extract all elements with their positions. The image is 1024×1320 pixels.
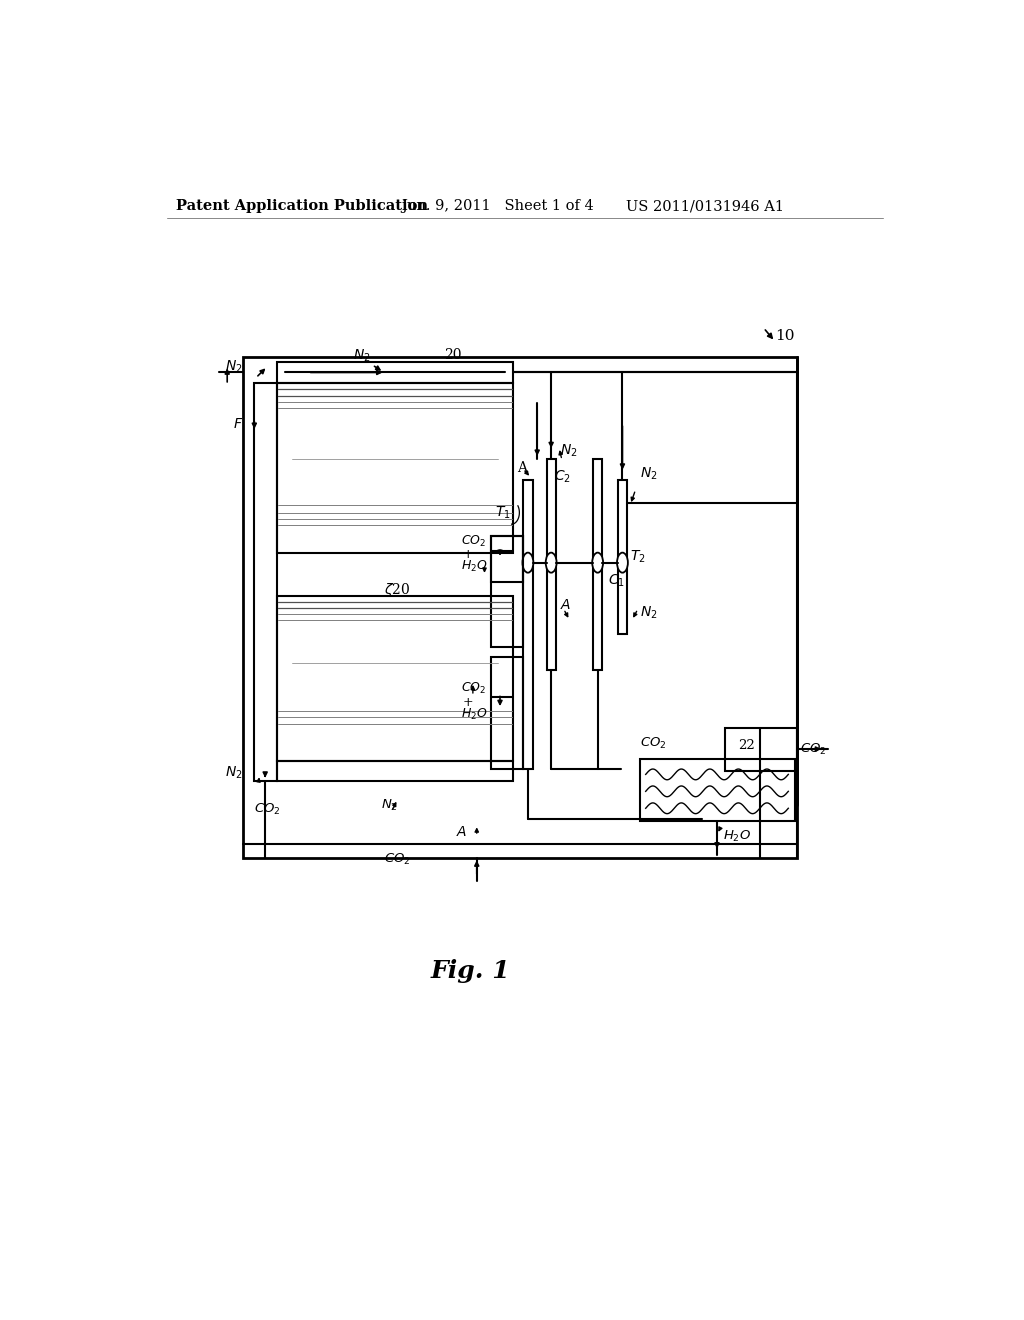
Text: A: A <box>517 461 527 475</box>
Text: $CO_2$: $CO_2$ <box>640 737 666 751</box>
Text: 10: 10 <box>775 329 795 342</box>
Bar <box>490 657 523 770</box>
Bar <box>547 459 556 671</box>
Text: +: + <box>463 696 473 709</box>
Text: $CO_2$: $CO_2$ <box>461 535 486 549</box>
Bar <box>490 536 523 647</box>
Text: Patent Application Publication: Patent Application Publication <box>176 199 428 213</box>
Ellipse shape <box>522 553 534 573</box>
Ellipse shape <box>546 553 557 573</box>
Text: Fig. 1: Fig. 1 <box>430 958 510 983</box>
Text: $N_2$: $N_2$ <box>560 442 578 459</box>
Bar <box>276 383 513 553</box>
Text: $CO_2$: $CO_2$ <box>800 742 826 758</box>
Text: +: + <box>463 548 473 561</box>
Text: $N_2$: $N_2$ <box>381 797 397 813</box>
Bar <box>617 480 627 635</box>
Text: 22: 22 <box>738 739 755 751</box>
Ellipse shape <box>617 553 628 573</box>
Bar <box>725 729 797 771</box>
Text: Jun. 9, 2011   Sheet 1 of 4: Jun. 9, 2011 Sheet 1 of 4 <box>400 199 594 213</box>
Text: $CO_2$: $CO_2$ <box>254 801 281 817</box>
Text: $N_2$: $N_2$ <box>352 348 371 364</box>
Bar <box>254 383 276 780</box>
Text: US 2011/0131946 A1: US 2011/0131946 A1 <box>626 199 783 213</box>
Text: $CO_2$: $CO_2$ <box>461 681 486 696</box>
Bar <box>276 595 513 762</box>
Bar <box>243 358 797 858</box>
Text: $\zeta$20: $\zeta$20 <box>384 581 410 598</box>
Text: $N_2$: $N_2$ <box>225 358 243 375</box>
Bar <box>276 362 513 383</box>
Bar <box>490 536 523 582</box>
Text: $A$: $A$ <box>560 598 571 612</box>
Text: $H_2O$: $H_2O$ <box>461 706 487 722</box>
Text: $N_2$: $N_2$ <box>640 605 657 620</box>
Text: $\mathit{F}$: $\mathit{F}$ <box>232 417 243 432</box>
Text: $CO_2$: $CO_2$ <box>384 851 411 867</box>
Bar <box>523 480 532 770</box>
Text: $T_1$: $T_1$ <box>496 504 511 521</box>
Text: $N_2$: $N_2$ <box>640 466 657 482</box>
Text: $T_2$: $T_2$ <box>630 549 646 565</box>
Bar <box>276 762 513 780</box>
Text: $A$: $A$ <box>456 825 467 840</box>
Text: $C_1$: $C_1$ <box>608 572 626 589</box>
Bar <box>593 459 602 671</box>
Text: $N_2$: $N_2$ <box>225 764 243 781</box>
Text: $C_2$: $C_2$ <box>554 469 571 486</box>
Text: $H_2O$: $H_2O$ <box>461 558 487 574</box>
Text: $H_2O$: $H_2O$ <box>723 829 752 843</box>
Ellipse shape <box>592 553 603 573</box>
Text: 20: 20 <box>444 347 462 362</box>
Bar <box>640 759 795 821</box>
